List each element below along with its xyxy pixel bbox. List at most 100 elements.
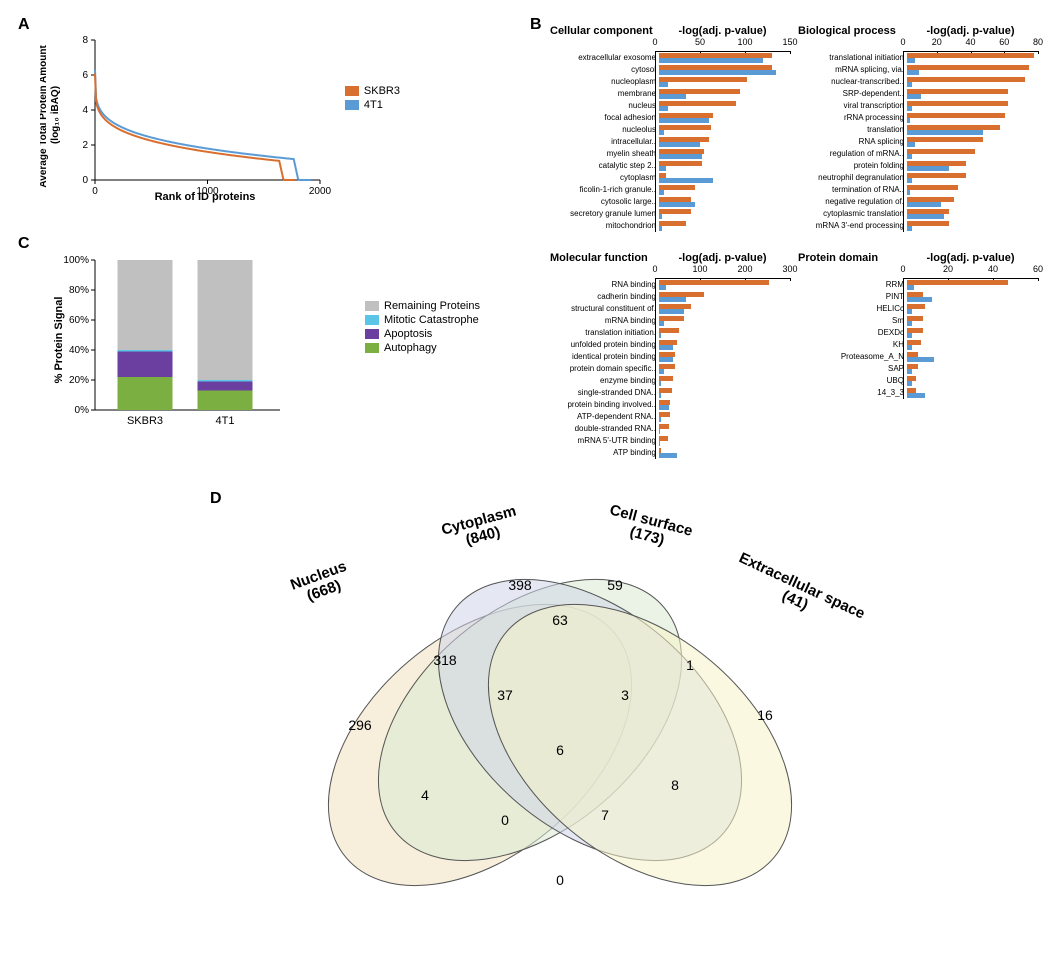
tick-label: 80 [1033,37,1043,47]
tick-label: 60 [999,37,1009,47]
svg-text:4: 4 [421,787,429,803]
category-label: UBQ [799,377,907,385]
category-label: focal adhesion [551,114,659,122]
chart-axis-label: -log(adj. p-value) [655,25,790,37]
legend-swatch [365,301,379,311]
chart-title: Biological process [798,25,903,37]
category-label: nucleolus [551,126,659,134]
bar-skbr3 [907,65,1029,70]
svg-text:0%: 0% [75,405,90,416]
bar-4t1 [659,369,664,374]
chart-axis-label: -log(adj. p-value) [655,252,790,264]
svg-text:6: 6 [556,742,564,758]
bar-4t1 [907,285,914,290]
bar-4t1 [907,142,915,147]
hbar-chart: Protein domain-log(adj. p-value)0204060R… [798,252,1038,399]
svg-text:63: 63 [552,612,568,628]
category-label: mRNA 5'-UTR binding [551,437,659,445]
svg-text:3: 3 [621,687,629,703]
bar-4t1 [659,106,668,111]
svg-text:1: 1 [686,657,694,673]
category-label: HELICc [799,305,907,313]
bar-4t1 [907,214,944,219]
bar-row: extracellular exosome [656,52,790,64]
bar-4t1 [659,297,686,302]
category-label: double-stranded RNA.. [551,425,659,433]
bar-4t1 [907,309,912,314]
category-label: RNA splicing [799,138,907,146]
svg-text:0: 0 [92,186,98,197]
bar-row: 14_3_3 [904,387,1038,399]
bar-row: viral transcription [904,100,1038,112]
tick-label: 60 [1033,264,1043,274]
svg-text:4T1: 4T1 [216,415,235,427]
category-label: translation initiation. [551,329,659,337]
category-label: translation [799,126,907,134]
bar-4t1 [659,393,661,398]
category-label: Sm [799,317,907,325]
bar-4t1 [907,106,912,111]
category-label: cytoplasmic translation [799,210,907,218]
bar-row: mRNA binding [656,315,790,327]
bar-4t1 [907,333,912,338]
category-label: negative regulation of. [799,198,907,206]
tick-label: 0 [652,37,657,47]
bar-row: regulation of mRNA.. [904,148,1038,160]
category-label: DEXDc [799,329,907,337]
category-label: ficolin-1-rich granule.. [551,186,659,194]
bar-4t1 [907,357,934,362]
bar-skbr3 [659,436,668,441]
bar-row: ATP binding [656,447,790,459]
bar-4t1 [659,441,660,446]
category-label: RNA binding [551,281,659,289]
category-label: protein domain specific.. [551,365,659,373]
bar-row: focal adhesion [656,112,790,124]
bar-row: PINT [904,291,1038,303]
category-label: membrane [551,90,659,98]
svg-text:2: 2 [82,140,88,151]
bar-skbr3 [907,280,1008,285]
bar-row: nucleoplasm [656,76,790,88]
panel-a-ylabel-line1: Average Total Protein Amount [40,45,49,188]
hbar-chart: Cellular component-log(adj. p-value)0501… [550,25,790,232]
bar-row: RNA splicing [904,136,1038,148]
panel-d-venn: Nucleus(668)Cytoplasm(840)Cell surface(1… [230,490,870,950]
category-label: protein binding involved.. [551,401,659,409]
bar-row: cytoplasmic translation [904,208,1038,220]
legend-swatch [345,100,359,110]
bar-4t1 [907,118,910,123]
category-label: cytosolic large.. [551,198,659,206]
bar-4t1 [659,417,661,422]
bar-4t1 [659,309,684,314]
bar-4t1 [659,178,713,183]
svg-text:Cytoplasm(840): Cytoplasm(840) [440,503,523,555]
bar-4t1 [659,94,686,99]
legend-item: 4T1 [345,99,400,111]
category-label: single-stranded DNA.. [551,389,659,397]
category-label: termination of RNA.. [799,186,907,194]
legend-item: Apoptosis [365,328,480,340]
category-label: catalytic step 2.. [551,162,659,170]
svg-text:Nucleus(668): Nucleus(668) [288,558,354,609]
category-label: SAP [799,365,907,373]
category-label: viral transcription [799,102,907,110]
bar-skbr3 [659,209,691,214]
bar-4t1 [659,58,763,63]
legend-swatch [365,315,379,325]
category-label: nucleoplasm [551,78,659,86]
svg-text:59: 59 [607,577,623,593]
figure: A 01000200002468 Average Total Protein A… [10,10,1040,960]
bar-skbr3 [659,77,747,82]
svg-text:398: 398 [508,577,532,593]
category-label: neutrophil degranulation [799,174,907,182]
bar-4t1 [907,345,912,350]
category-label: ATP-dependent RNA.. [551,413,659,421]
legend-item: SKBR3 [345,85,400,97]
category-label: KH [799,341,907,349]
bar-row: cytoplasm [656,172,790,184]
svg-text:60%: 60% [69,315,89,326]
svg-text:40%: 40% [69,345,89,356]
panel-c-legend: Remaining ProteinsMitotic CatastropheApo… [365,300,480,356]
panel-a-chart: 01000200002468 Average Total Protein Amo… [40,25,340,205]
legend-label: 4T1 [364,99,383,111]
